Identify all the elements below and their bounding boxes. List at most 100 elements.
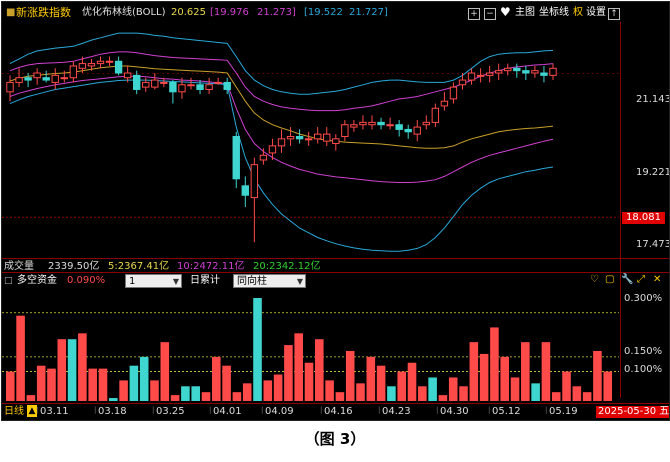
warning-icon[interactable]: ▲ bbox=[27, 405, 37, 417]
fund-bar bbox=[469, 342, 479, 401]
expand-icon[interactable]: ⤢ bbox=[637, 274, 645, 285]
date-label: 04.16 bbox=[324, 406, 353, 417]
fund-bar bbox=[232, 392, 242, 401]
fund-bar bbox=[551, 392, 561, 401]
fund-bar-chart bbox=[2, 298, 619, 401]
zoom-in-icon[interactable]: + bbox=[468, 8, 480, 20]
candle-body bbox=[232, 135, 240, 180]
fund-bar bbox=[47, 368, 56, 401]
price-label-1: 21.143 bbox=[636, 94, 670, 105]
candle-body bbox=[485, 72, 494, 76]
fund-bar bbox=[325, 380, 334, 401]
fund-bar bbox=[160, 342, 170, 401]
candle-body bbox=[187, 84, 195, 87]
fund-bar bbox=[407, 362, 417, 401]
price-label-2: 19.221 bbox=[636, 167, 670, 178]
fund-bar bbox=[345, 350, 355, 401]
fund-bar bbox=[500, 356, 510, 401]
candle-body bbox=[15, 77, 23, 83]
candle-body bbox=[395, 124, 403, 130]
favorite-heart-icon[interactable]: ♥ bbox=[500, 5, 511, 19]
date-tick: | bbox=[545, 406, 548, 414]
date-label: 05.19 bbox=[549, 406, 578, 417]
fund-bar bbox=[294, 333, 303, 401]
candle-body bbox=[522, 70, 530, 74]
candle-body bbox=[60, 77, 68, 80]
candle-body bbox=[24, 77, 32, 81]
candle-body bbox=[178, 84, 186, 93]
boll-band-upper: 21.273] bbox=[257, 7, 296, 18]
sub-chart-top-border bbox=[2, 272, 669, 273]
fund-bar bbox=[448, 377, 458, 401]
cumulative-label: 日累计 bbox=[190, 275, 220, 286]
indicator-name[interactable]: 优化布林线(BOLL) bbox=[82, 7, 166, 18]
settings-menu[interactable]: 设置 bbox=[586, 7, 606, 18]
fullscreen-icon[interactable]: ▢ bbox=[605, 274, 615, 285]
candle-body bbox=[241, 185, 250, 196]
fund-bar bbox=[284, 345, 293, 401]
candle-body bbox=[69, 65, 78, 79]
close-icon[interactable]: ✕ bbox=[653, 274, 662, 285]
main-chart-menu[interactable]: 主图 bbox=[515, 7, 535, 18]
fund-bar bbox=[572, 386, 582, 401]
candle-body bbox=[42, 77, 50, 81]
period-select[interactable]: 1 ▼ bbox=[125, 274, 182, 288]
heart-outline-icon[interactable]: ♡ bbox=[590, 274, 599, 285]
candle-body bbox=[114, 60, 123, 74]
fund-bar bbox=[366, 356, 376, 401]
fund-bar bbox=[67, 339, 77, 401]
candle-body bbox=[323, 133, 331, 142]
bar-mode-select[interactable]: 同向柱 ▼ bbox=[233, 274, 306, 288]
candle-body bbox=[160, 81, 168, 84]
boll-outer-upper: 21.727] bbox=[349, 7, 388, 18]
candle-body bbox=[431, 107, 440, 123]
figure-caption: （图 3） bbox=[304, 430, 366, 448]
fund-bar bbox=[387, 386, 396, 401]
volume-row-top-border bbox=[2, 258, 669, 259]
fund-bar bbox=[490, 327, 499, 401]
coordinate-line-menu[interactable]: 坐标线 bbox=[539, 7, 569, 18]
fund-bar bbox=[418, 386, 427, 401]
fund-bar bbox=[521, 342, 530, 401]
fund-bar bbox=[181, 386, 190, 401]
price-axis-divider bbox=[620, 22, 621, 398]
rights-menu[interactable]: 权 bbox=[573, 7, 583, 18]
candle-body bbox=[314, 133, 322, 140]
candle-body bbox=[169, 81, 177, 93]
candle-body bbox=[440, 100, 449, 107]
volume-label: 成交量 bbox=[4, 261, 34, 272]
fund-bar bbox=[397, 371, 407, 401]
fund-bar bbox=[26, 395, 36, 401]
fund-bar bbox=[222, 365, 231, 401]
candle-body bbox=[386, 124, 394, 127]
price-label-4: 17.473 bbox=[636, 239, 670, 250]
fund-bar bbox=[98, 368, 108, 401]
fund-bar bbox=[150, 380, 159, 401]
fund-bar bbox=[129, 365, 139, 401]
chevron-down-icon: ▼ bbox=[172, 277, 179, 286]
candle-body bbox=[377, 121, 385, 126]
fund-bar bbox=[170, 395, 180, 401]
wrench-icon[interactable]: 🔧 bbox=[621, 274, 634, 285]
date-tick: | bbox=[36, 406, 39, 414]
candle-body bbox=[78, 63, 87, 69]
square-icon-small: □ bbox=[4, 276, 13, 286]
volume-ma10: 10:2472.11亿 bbox=[177, 261, 245, 272]
fund-bar bbox=[78, 333, 87, 401]
candle-body bbox=[540, 72, 548, 76]
fund-axis-label-3: 0.100% bbox=[624, 364, 663, 375]
fund-indicator-title[interactable]: 多空资金 bbox=[17, 275, 57, 286]
fund-bar bbox=[304, 362, 314, 401]
zoom-out-icon[interactable]: − bbox=[484, 8, 496, 20]
candle-body bbox=[495, 70, 503, 74]
candle-body bbox=[295, 135, 304, 140]
date-label: 03.18 bbox=[98, 406, 127, 417]
date-tick: | bbox=[320, 406, 323, 414]
collapse-up-icon[interactable]: ↑ bbox=[608, 8, 620, 20]
period-daily-tab[interactable]: 日线 bbox=[4, 406, 24, 417]
fund-bar bbox=[201, 392, 211, 401]
boll-mid-lower-line bbox=[9, 75, 554, 183]
fund-bar bbox=[242, 383, 252, 401]
fund-bar bbox=[603, 371, 613, 401]
fund-axis-label-1: 0.300% bbox=[624, 293, 663, 304]
